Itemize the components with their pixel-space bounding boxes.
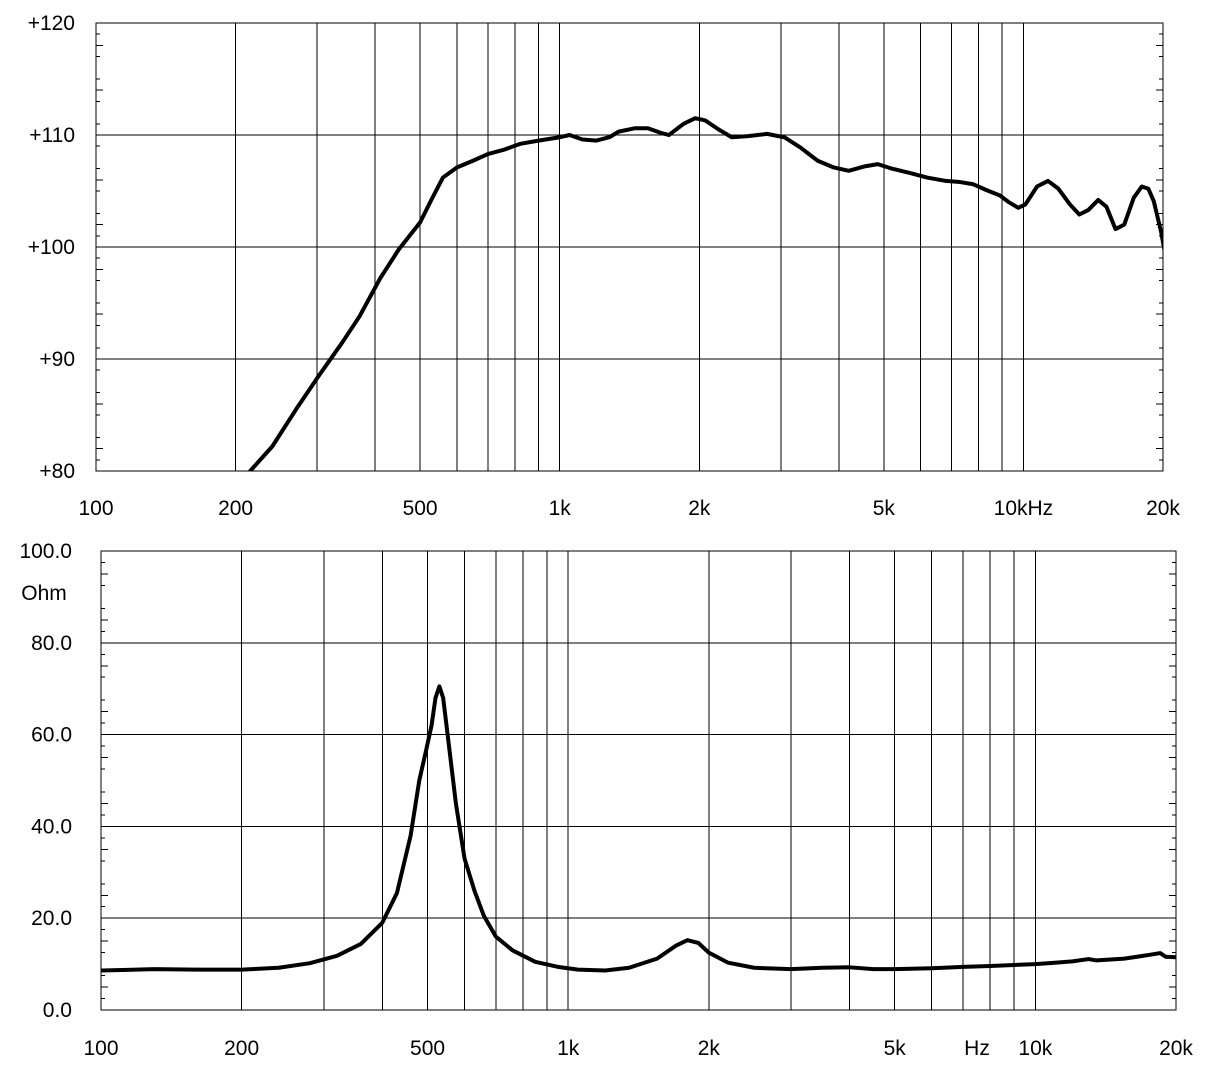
y-tick-label: 0.0 [43,999,72,1022]
x-tick-label: 10k [1018,1037,1052,1060]
y-tick-label: +90 [39,348,75,371]
y-tick-label: +110 [29,124,75,147]
x-tick-label: 500 [403,497,438,520]
x-tick-label: 1k [549,497,572,520]
plot-frame [100,550,1177,1011]
x-tick-label: 200 [224,1037,259,1060]
y-tick-label: 40.0 [31,815,72,838]
impedance-chart: 0.0 20.0 40.0 60.0 80.0 100.0 100 200 500 1k 2k 5k 1… [19,540,1193,1060]
x-tick-label: 2k [688,497,711,520]
x-tick-label: 100 [78,497,113,520]
x-tick-label: 2k [698,1037,721,1060]
x-tick-label: 200 [218,497,253,520]
y-tick-label: +80 [39,460,75,483]
x-tick-label: 100 [83,1037,118,1060]
x-tick-label: 1k [557,1037,580,1060]
x-tick-label: 20k [1146,497,1180,520]
y-tick-label: +100 [28,236,75,259]
x-tick-label: 5k [873,497,896,520]
y-axis-unit-label: Ohm [21,582,67,605]
x-tick-label: 500 [410,1037,445,1060]
spl-response-curve [248,116,1163,471]
y-tick-label: 80.0 [31,632,72,655]
y-tick-label: 60.0 [31,724,72,747]
y-tick-label: 100.0 [19,540,72,563]
x-tick-label: 20k [1159,1037,1193,1060]
x-tick-label: 5k [884,1037,907,1060]
frequency-response-chart: +80 +90 +100 +110 +120 100 200 500 1k 2k 5k 10kHz 20… [28,12,1181,520]
y-tick-label: +120 [28,12,75,35]
x-tick-label: 10kHz [994,497,1054,520]
impedance-curve [101,684,1176,973]
y-tick-label: 20.0 [31,907,72,930]
x-axis-unit-label: Hz [964,1037,990,1060]
